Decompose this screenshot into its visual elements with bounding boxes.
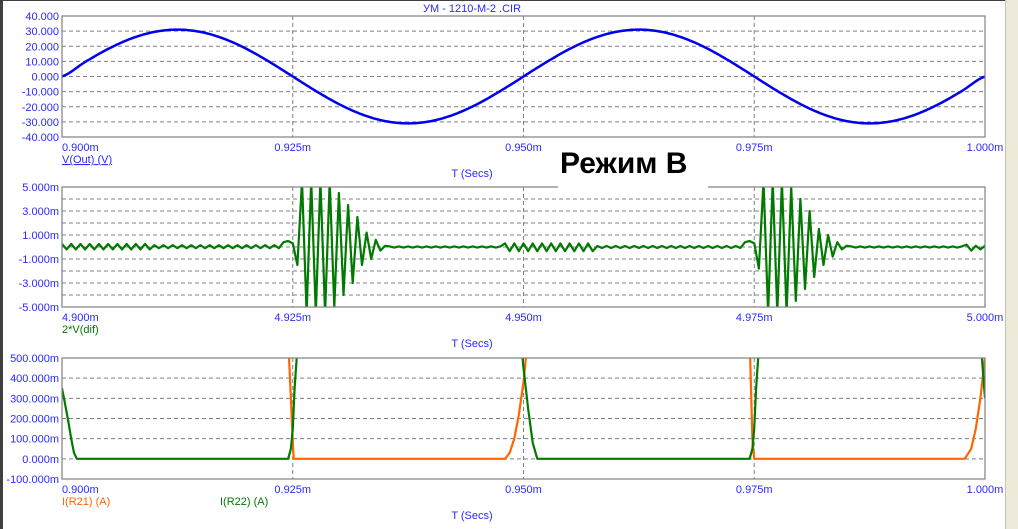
x-tick-label: 0.950m bbox=[505, 484, 542, 496]
y-tick-label: 0.000m bbox=[22, 454, 59, 466]
legend-entry: I(R21) (A) bbox=[62, 496, 110, 508]
x-tick-label: 4.925m bbox=[274, 312, 311, 324]
x-tick-label: 0.925m bbox=[274, 142, 311, 154]
x-tick-label: 4.900m bbox=[62, 312, 99, 324]
x-tick-label: 0.975m bbox=[736, 142, 773, 154]
y-tick-label: -100.000m bbox=[6, 474, 59, 486]
y-tick-label: 20.000 bbox=[25, 41, 59, 53]
window-left-border bbox=[0, 0, 3, 529]
window-scroll-strip bbox=[1005, 0, 1018, 529]
y-tick-label: 100.000m bbox=[10, 434, 59, 446]
x-axis-label: T (Secs) bbox=[451, 168, 492, 180]
mode-label: Режим В bbox=[560, 147, 687, 180]
y-tick-label: 30.000 bbox=[25, 26, 59, 38]
series-line-v-out-v- bbox=[62, 28, 985, 125]
x-tick-label: 4.975m bbox=[736, 312, 773, 324]
series-line-i-r22-a- bbox=[62, 358, 985, 460]
x-tick-label: 5.000m bbox=[967, 312, 1004, 324]
plot-1: 40.000 30.000 20.000 10.000 0.000 -10.000 -20.… bbox=[22, 11, 1004, 180]
y-tick-label: -30.000 bbox=[22, 117, 59, 129]
y-tick-label: -10.000 bbox=[22, 87, 59, 99]
y-tick-label: 40.000 bbox=[25, 11, 59, 23]
y-tick-label: 0.000 bbox=[31, 72, 59, 84]
plot-border bbox=[61, 186, 986, 308]
legend-entry: I(R22) (A) bbox=[220, 496, 268, 508]
chart-title: УМ - 1210-М-2 .CIR bbox=[423, 3, 521, 15]
mode-label-box bbox=[558, 142, 708, 194]
series-line-i-r21-a- bbox=[287, 358, 985, 460]
x-tick-label: 0.900m bbox=[62, 142, 99, 154]
x-axis-label: T (Secs) bbox=[451, 338, 492, 350]
x-tick-label: 0.975m bbox=[736, 484, 773, 496]
y-tick-label: 300.000m bbox=[10, 393, 59, 405]
y-tick-label: 1.000m bbox=[22, 230, 59, 242]
x-tick-label: 4.950m bbox=[505, 312, 542, 324]
x-axis-label: T (Secs) bbox=[451, 510, 492, 522]
x-tick-label: 0.950m bbox=[505, 142, 542, 154]
x-tick-label: 0.925m bbox=[274, 484, 311, 496]
y-tick-label: -40.000 bbox=[22, 132, 59, 144]
plot-border bbox=[61, 15, 986, 138]
y-tick-label: 3.000m bbox=[22, 206, 59, 218]
y-tick-label: 10.000 bbox=[25, 56, 59, 68]
x-tick-label: 1.000m bbox=[967, 142, 1004, 154]
x-tick-label: 1.000m bbox=[967, 484, 1004, 496]
plot-2: 5.000m3.000m1.000m-1.000m-3.000m-5.000m4… bbox=[19, 182, 1004, 350]
y-tick-label: 5.000m bbox=[22, 182, 59, 194]
y-tick-label: -20.000 bbox=[22, 102, 59, 114]
legend-entry: V(Out) (V) bbox=[62, 154, 112, 166]
window-top-border bbox=[0, 0, 1018, 1]
x-tick-label: 0.900m bbox=[62, 484, 99, 496]
y-tick-label: 500.000m bbox=[10, 353, 59, 365]
series-line-2-v-dif- bbox=[62, 187, 985, 307]
plot-3: 500.000m 400.000m 300.000m 200.000m 100.000m… bbox=[6, 353, 1004, 522]
legend-entry: 2*V(dif) bbox=[62, 324, 99, 336]
plot-border bbox=[61, 357, 986, 480]
y-tick-label: 200.000m bbox=[10, 414, 59, 426]
y-tick-label: 400.000m bbox=[10, 373, 59, 385]
y-tick-label: -3.000m bbox=[19, 278, 59, 290]
y-tick-label: -1.000m bbox=[19, 254, 59, 266]
y-tick-label: -5.000m bbox=[19, 302, 59, 314]
